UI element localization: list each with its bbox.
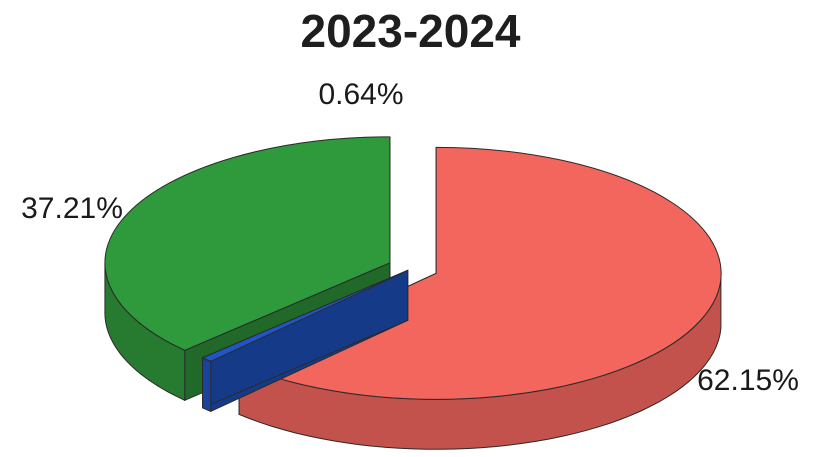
pie-slice-1 [201, 269, 409, 413]
slice-label-0: 62.15% [697, 364, 799, 397]
slice-label-1: 0.64% [318, 78, 403, 111]
slice-top-1 [201, 269, 408, 362]
slice-top-2 [104, 136, 391, 351]
pie-labels: 62.15% 0.64% 37.21% [21, 78, 799, 397]
chart-title: 2023-2024 [300, 5, 521, 57]
slice-label-2: 37.21% [21, 192, 123, 225]
pie-sides [104, 136, 722, 450]
slice-edge-1 [202, 357, 212, 413]
